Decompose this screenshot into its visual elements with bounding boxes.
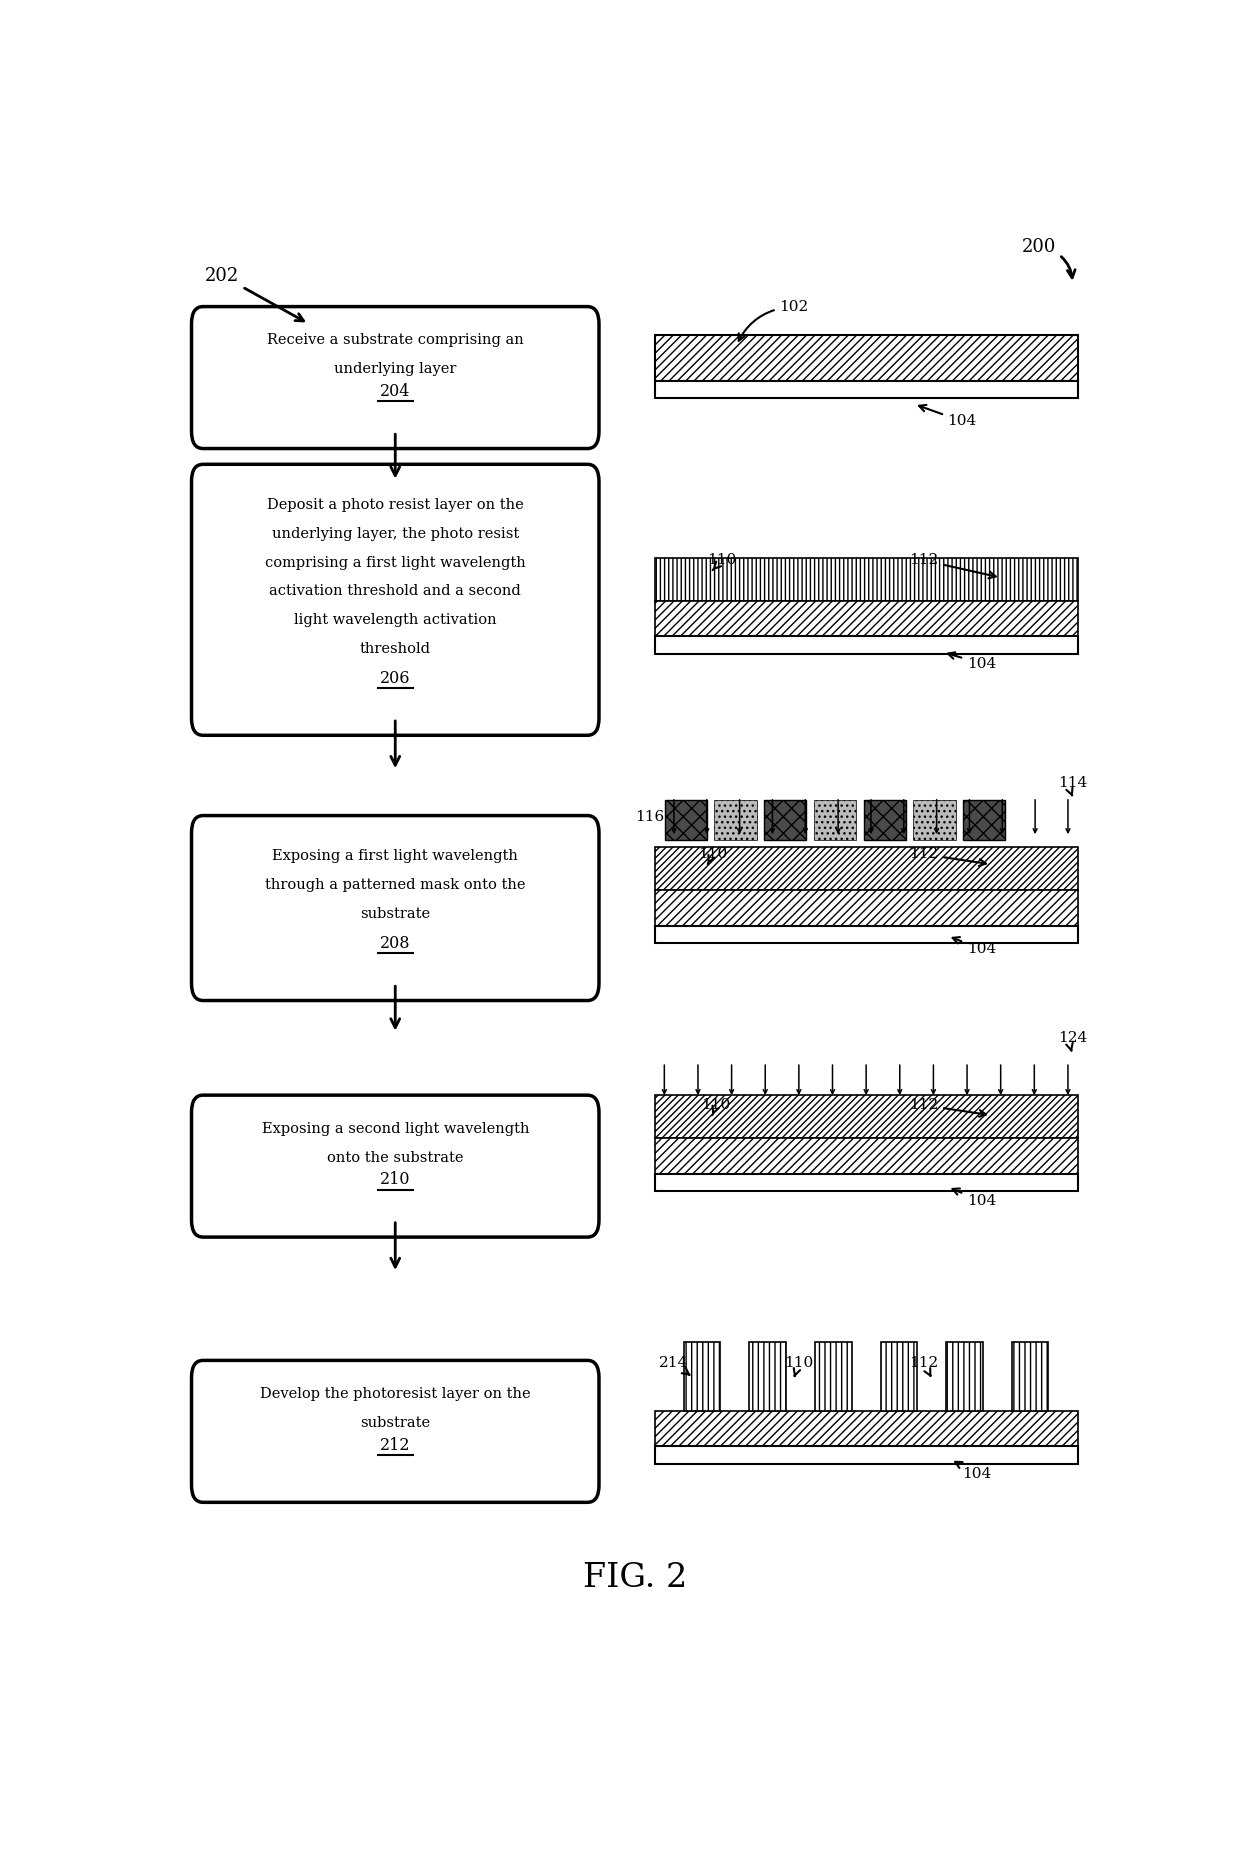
Bar (655, 382, 1078, 398)
Bar (815, 1343, 852, 1411)
Bar (683, 1343, 720, 1411)
Text: 112: 112 (909, 1099, 986, 1117)
FancyBboxPatch shape (191, 464, 599, 735)
Bar (914, 801, 956, 840)
Text: 102: 102 (739, 300, 808, 341)
Bar (749, 1343, 786, 1411)
Bar (764, 801, 806, 840)
Bar (655, 637, 1078, 654)
Text: substrate: substrate (360, 907, 430, 922)
Text: underlying layer, the photo resist: underlying layer, the photo resist (272, 527, 518, 540)
Text: activation threshold and a second: activation threshold and a second (269, 585, 521, 598)
Text: 114: 114 (1058, 776, 1087, 795)
Text: Exposing a first light wavelength: Exposing a first light wavelength (273, 849, 518, 864)
Text: 214: 214 (660, 1356, 689, 1374)
Text: 202: 202 (205, 266, 304, 320)
Text: 104: 104 (955, 1462, 991, 1480)
Text: through a patterned mask onto the: through a patterned mask onto the (265, 879, 526, 892)
Bar (963, 801, 1006, 840)
Text: 208: 208 (379, 935, 410, 951)
Text: underlying layer: underlying layer (334, 361, 456, 376)
Bar (655, 557, 1078, 601)
Bar (655, 335, 1078, 382)
Text: 124: 124 (1058, 1032, 1087, 1050)
Bar (655, 890, 1078, 925)
Text: Receive a substrate comprising an: Receive a substrate comprising an (267, 333, 523, 348)
Text: threshold: threshold (360, 642, 430, 655)
FancyBboxPatch shape (191, 816, 599, 1000)
Bar (655, 1095, 1078, 1138)
Bar (655, 601, 1078, 637)
Text: 112: 112 (909, 1356, 939, 1376)
Bar (655, 1175, 1078, 1192)
Text: 200: 200 (1022, 238, 1075, 277)
Text: 110: 110 (698, 847, 727, 864)
Text: 210: 210 (379, 1171, 410, 1188)
Text: 212: 212 (379, 1437, 410, 1454)
Text: substrate: substrate (360, 1415, 430, 1430)
Text: 110: 110 (707, 553, 737, 570)
Text: 104: 104 (952, 1188, 996, 1208)
Text: 104: 104 (947, 652, 996, 670)
Text: 110: 110 (702, 1099, 730, 1115)
Text: 104: 104 (919, 404, 977, 428)
Bar (714, 801, 756, 840)
FancyBboxPatch shape (191, 1361, 599, 1503)
Text: Exposing a second light wavelength: Exposing a second light wavelength (262, 1121, 529, 1136)
Bar (655, 1411, 1078, 1447)
Text: 112: 112 (909, 847, 986, 866)
Text: 116: 116 (635, 810, 665, 825)
Text: Develop the photoresist layer on the: Develop the photoresist layer on the (260, 1387, 531, 1400)
Bar (655, 1138, 1078, 1175)
Text: 104: 104 (952, 937, 996, 955)
Text: 110: 110 (784, 1356, 813, 1376)
Bar (665, 801, 707, 840)
Bar (880, 1343, 918, 1411)
Text: 206: 206 (379, 670, 410, 687)
Bar (655, 925, 1078, 944)
FancyBboxPatch shape (191, 1095, 599, 1236)
Bar (665, 801, 707, 840)
Text: 204: 204 (381, 384, 410, 400)
Text: FIG. 2: FIG. 2 (583, 1562, 688, 1594)
Bar (863, 801, 906, 840)
Text: onto the substrate: onto the substrate (327, 1151, 464, 1164)
Text: 112: 112 (909, 553, 996, 579)
Text: comprising a first light wavelength: comprising a first light wavelength (265, 555, 526, 570)
Bar (764, 801, 806, 840)
Text: light wavelength activation: light wavelength activation (294, 613, 496, 627)
Bar (813, 801, 856, 840)
Text: Deposit a photo resist layer on the: Deposit a photo resist layer on the (267, 499, 523, 512)
Bar (946, 1343, 983, 1411)
Bar (963, 801, 1006, 840)
Bar (655, 1447, 1078, 1464)
Bar (655, 847, 1078, 890)
Bar (863, 801, 906, 840)
Bar (1012, 1343, 1049, 1411)
FancyBboxPatch shape (191, 307, 599, 449)
